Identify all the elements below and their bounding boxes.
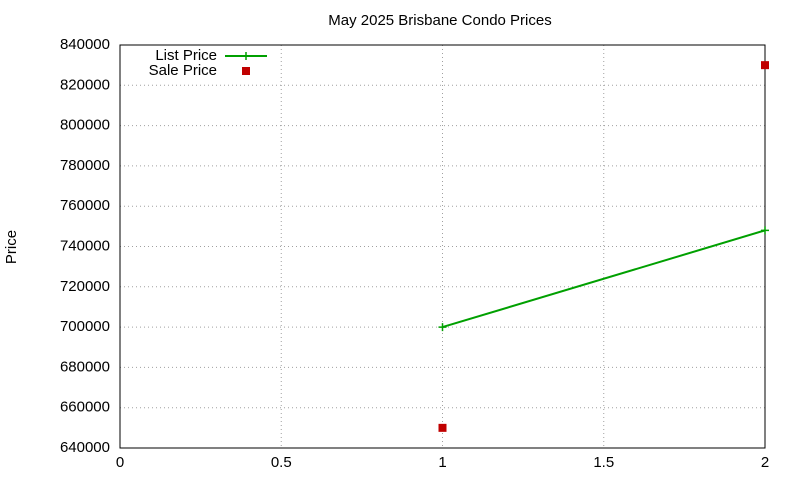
y-tick-label: 640000 bbox=[60, 439, 110, 456]
point-marker bbox=[761, 226, 769, 235]
y-tick-label: 840000 bbox=[60, 36, 110, 53]
point-marker bbox=[761, 61, 769, 70]
y-tick-label: 740000 bbox=[60, 237, 110, 254]
y-tick-label: 660000 bbox=[60, 399, 110, 416]
y-tick-label: 680000 bbox=[60, 358, 110, 375]
point-marker bbox=[438, 423, 447, 432]
point-marker bbox=[438, 323, 447, 332]
chart-title: May 2025 Brisbane Condo Prices bbox=[328, 12, 551, 29]
legend-label: List Price bbox=[155, 47, 217, 64]
y-tick-label: 700000 bbox=[60, 318, 110, 335]
x-tick-label: 1.5 bbox=[593, 454, 614, 471]
legend-swatch bbox=[242, 52, 250, 60]
x-tick-label: 0 bbox=[116, 454, 124, 471]
legend-label: Sale Price bbox=[149, 62, 217, 79]
y-tick-label: 800000 bbox=[60, 117, 110, 134]
x-tick-label: 1 bbox=[438, 454, 446, 471]
plot-frame bbox=[119, 44, 766, 449]
y-tick-label: 780000 bbox=[60, 157, 110, 174]
y-tick-label: 820000 bbox=[60, 76, 110, 93]
y-tick-label: 760000 bbox=[60, 197, 110, 214]
y-tick-label: 720000 bbox=[60, 278, 110, 295]
series-line bbox=[442, 229, 766, 329]
x-tick-label: 0.5 bbox=[271, 454, 292, 471]
legend-swatch bbox=[242, 67, 250, 75]
y-axis-label: Price bbox=[3, 230, 20, 264]
x-tick-label: 2 bbox=[761, 454, 769, 471]
